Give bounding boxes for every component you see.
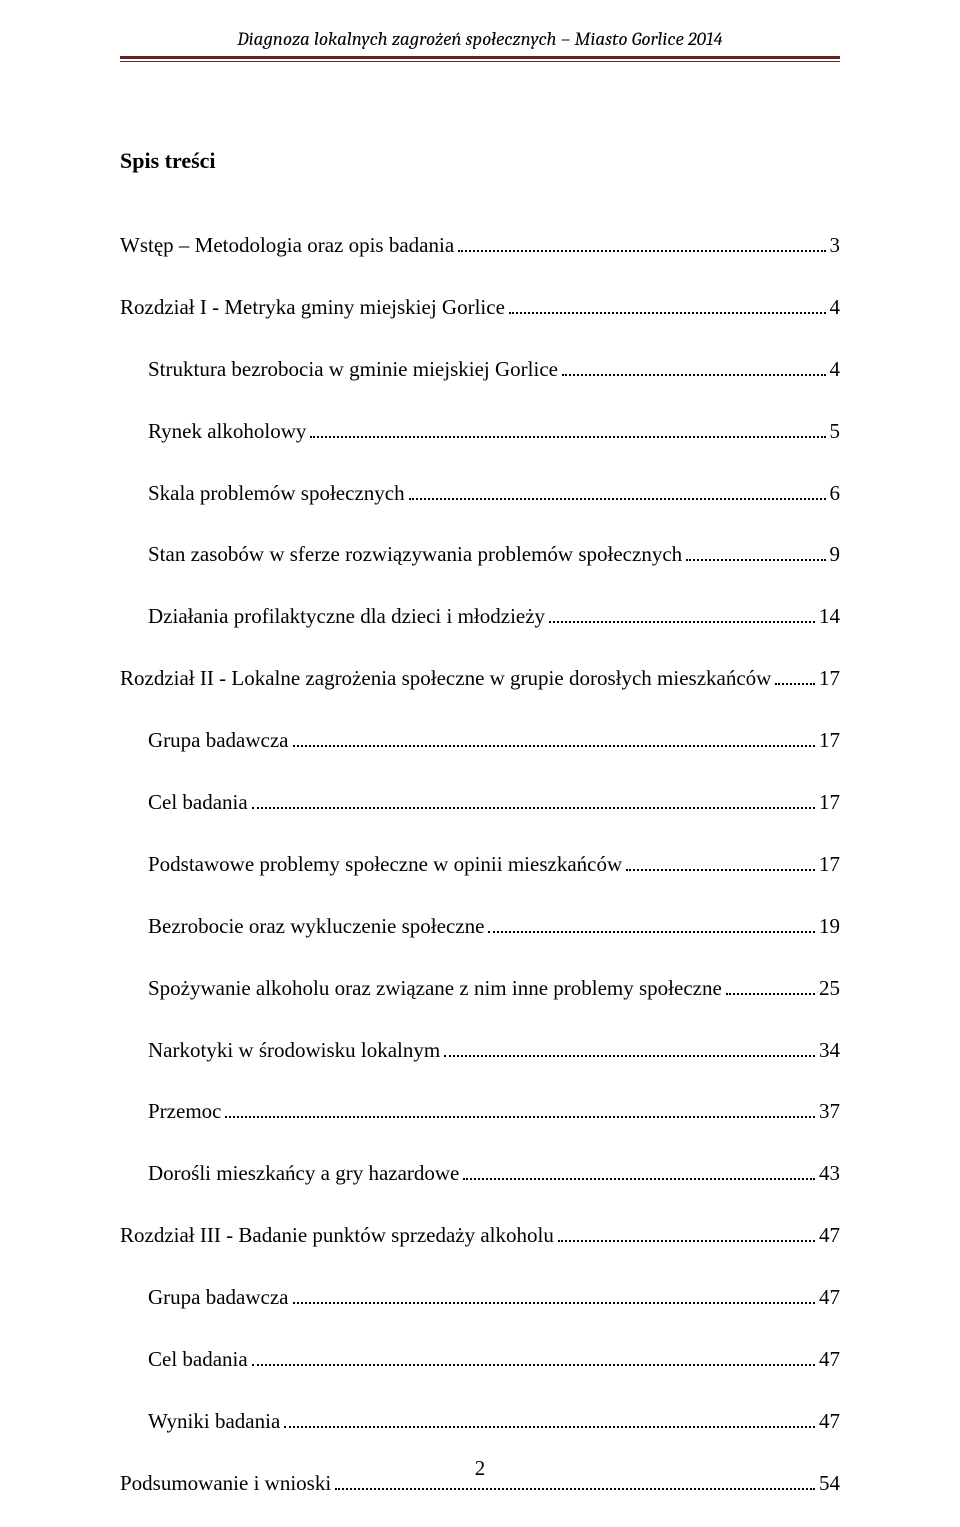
toc-entry-label: Wstęp – Metodologia oraz opis badania [120,226,454,266]
toc-entry-page: 5 [830,412,841,452]
toc-entry-label: Grupa badawcza [148,721,289,761]
toc-entry-label: Działania profilaktyczne dla dzieci i mł… [148,597,545,637]
page-number: 2 [0,1456,960,1481]
toc-entry-page: 19 [819,907,840,947]
toc-entry-page: 47 [819,1340,840,1380]
toc-leader [310,415,825,438]
toc-leader [562,353,826,376]
toc-row: Rozdział II - Lokalne zagrożenia społecz… [120,659,840,699]
toc-leader [225,1095,815,1118]
toc-leader [686,538,825,561]
toc-row: Struktura bezrobocia w gminie miejskiej … [120,350,840,390]
toc-leader [293,724,816,747]
toc-entry-page: 4 [830,288,841,328]
toc-entry-page: 17 [819,845,840,885]
toc-row: Dorośli mieszkańcy a gry hazardowe 43 [120,1154,840,1194]
toc-entry-label: Skala problemów społecznych [148,474,405,514]
toc-row: Działania profilaktyczne dla dzieci i mł… [120,597,840,637]
toc-leader [775,662,815,685]
toc-entry-label: Rozdział II - Lokalne zagrożenia społecz… [120,659,771,699]
toc-row: Wyniki badania 47 [120,1402,840,1442]
toc-entry-page: 14 [819,597,840,637]
toc-leader [458,229,825,252]
toc-leader [252,786,815,809]
toc-entry-page: 9 [830,535,841,575]
toc-entry-label: Stan zasobów w sferze rozwiązywania prob… [148,535,682,575]
toc-entry-page: 3 [830,226,841,266]
toc-entry-label: Grupa badawcza [148,1278,289,1318]
toc-entry-label: Rozdział I - Metryka gminy miejskiej Gor… [120,288,505,328]
toc-entry-page: 17 [819,783,840,823]
running-header: Diagnoza lokalnych zagrożeń społecznych … [120,28,840,59]
toc-heading: Spis treści [120,148,840,174]
toc-entry-label: Narkotyki w środowisku lokalnym [148,1031,440,1071]
toc-row: Grupa badawcza 47 [120,1278,840,1318]
toc-entry-page: 17 [819,721,840,761]
toc-row: Cel badania 17 [120,783,840,823]
toc-entry-page: 43 [819,1154,840,1194]
toc-row: Rozdział I - Metryka gminy miejskiej Gor… [120,288,840,328]
toc-entry-label: Podstawowe problemy społeczne w opinii m… [148,845,622,885]
toc-leader [726,972,815,995]
toc-entry-label: Cel badania [148,1340,248,1380]
toc-leader [509,291,826,314]
toc-row: Rynek alkoholowy 5 [120,412,840,452]
toc-row: Przemoc 37 [120,1092,840,1132]
toc-entry-label: Dorośli mieszkańcy a gry hazardowe [148,1154,459,1194]
toc-leader [293,1281,816,1304]
toc-entry-page: 25 [819,969,840,1009]
toc-row: Wstęp – Metodologia oraz opis badania 3 [120,226,840,266]
toc-entry-label: Przemoc [148,1092,221,1132]
toc-entry-page: 47 [819,1216,840,1256]
toc-leader [284,1405,815,1428]
toc-row: Bezrobocie oraz wykluczenie społeczne 19 [120,907,840,947]
header-rule [120,61,840,62]
toc-entry-label: Rozdział III - Badanie punktów sprzedaży… [120,1216,554,1256]
toc-entry-page: 47 [819,1278,840,1318]
toc-entry-page: 34 [819,1031,840,1071]
toc-entry-label: Spożywanie alkoholu oraz związane z nim … [148,969,722,1009]
toc-row: Narkotyki w środowisku lokalnym 34 [120,1031,840,1071]
toc-row: Grupa badawcza 17 [120,721,840,761]
toc-entry-page: 6 [830,474,841,514]
toc-leader [626,848,815,871]
toc-entry-label: Struktura bezrobocia w gminie miejskiej … [148,350,558,390]
toc-entry-page: 4 [830,350,841,390]
toc-leader [549,600,815,623]
toc-entry-page: 37 [819,1092,840,1132]
toc-row: Spożywanie alkoholu oraz związane z nim … [120,969,840,1009]
toc-leader [488,910,815,933]
toc-row: Podstawowe problemy społeczne w opinii m… [120,845,840,885]
toc-entry-label: Wyniki badania [148,1402,280,1442]
toc-entry-page: 17 [819,659,840,699]
toc-list: Wstęp – Metodologia oraz opis badania 3 Ro… [120,226,840,1504]
toc-leader [558,1219,815,1242]
toc-entry-label: Bezrobocie oraz wykluczenie społeczne [148,907,484,947]
toc-row: Rozdział III - Badanie punktów sprzedaży… [120,1216,840,1256]
toc-leader [252,1343,815,1366]
toc-leader [409,477,826,500]
document-page: Diagnoza lokalnych zagrożeń społecznych … [0,0,960,1527]
toc-row: Cel badania 47 [120,1340,840,1380]
toc-entry-page: 47 [819,1402,840,1442]
toc-leader [444,1034,815,1057]
toc-row: Stan zasobów w sferze rozwiązywania prob… [120,535,840,575]
toc-leader [463,1157,815,1180]
content-area: Spis treści Wstęp – Metodologia oraz opi… [120,148,840,1504]
toc-entry-label: Cel badania [148,783,248,823]
toc-row: Skala problemów społecznych 6 [120,474,840,514]
toc-entry-label: Rynek alkoholowy [148,412,306,452]
